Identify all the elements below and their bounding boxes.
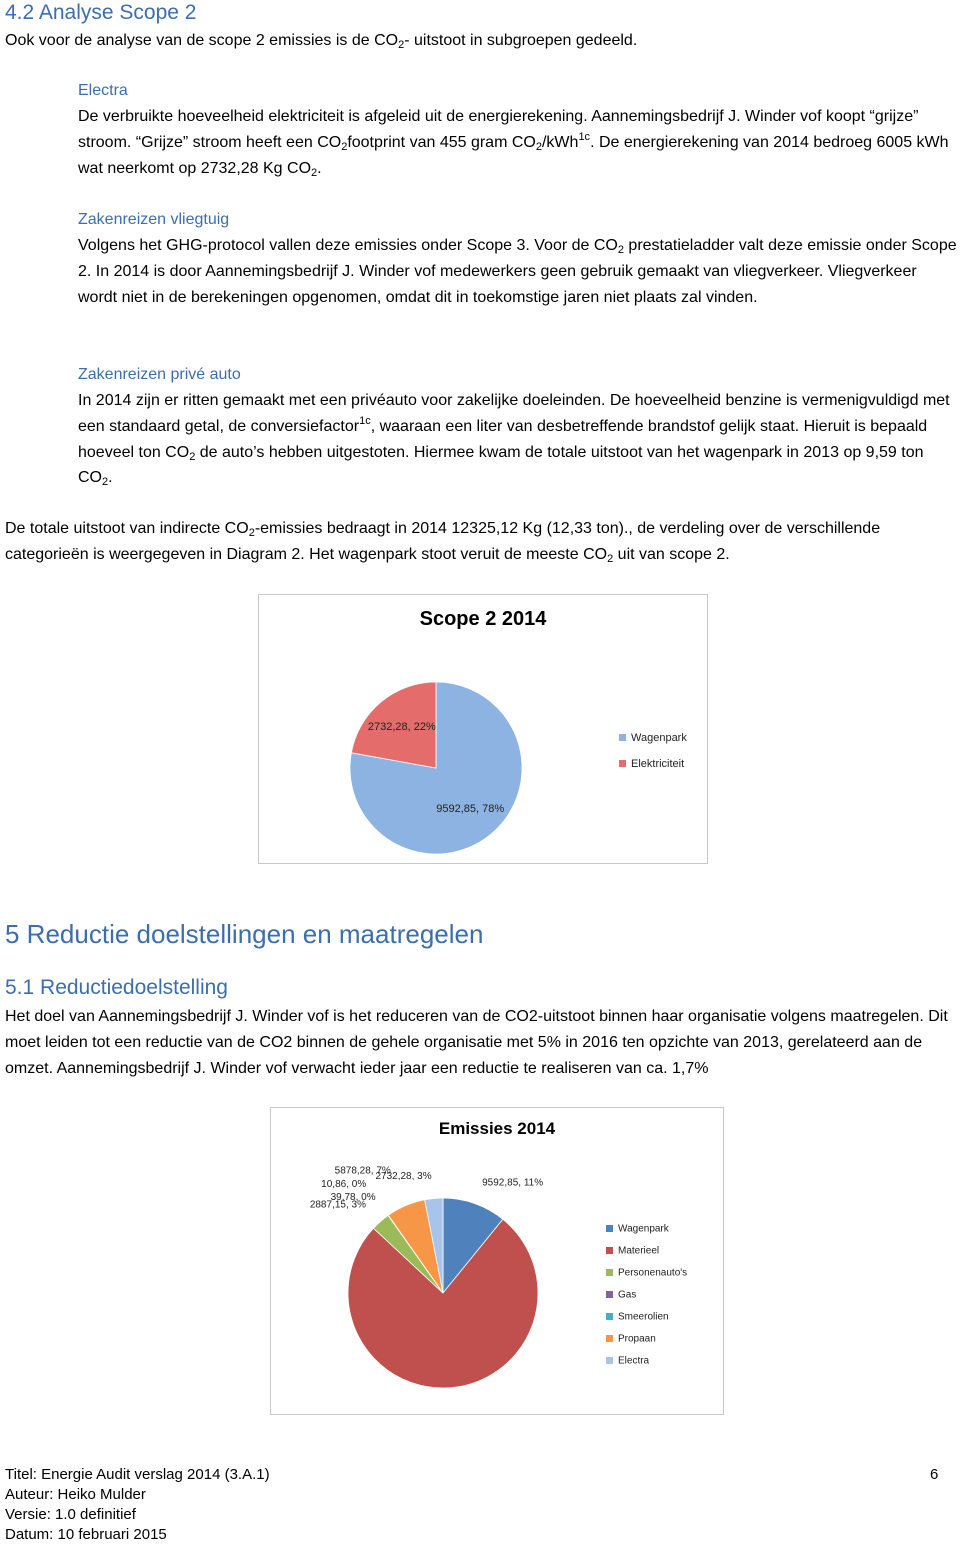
- text-run: de auto’s hebben uitgestoten. Hiermee kw…: [78, 443, 924, 487]
- text-run: uit van scope 2.: [613, 545, 730, 563]
- subscript: 2: [248, 527, 255, 539]
- legend-label: Elektriciteit: [631, 758, 684, 770]
- data-label: 5878,28, 7%: [335, 1165, 391, 1176]
- subscript: 2: [398, 39, 405, 51]
- legend-swatch: [606, 1247, 613, 1254]
- data-label: 9592,85, 11%: [482, 1177, 543, 1188]
- text-run: De totale uitstoot van indirecte CO: [5, 520, 249, 537]
- legend-swatch: [606, 1313, 613, 1320]
- legend-swatch: [606, 1357, 613, 1364]
- superscript: 1c: [359, 414, 371, 427]
- block-title: Zakenreizen vliegtuig: [78, 211, 230, 228]
- legend-label: Wagenpark: [618, 1224, 670, 1235]
- text-run: De verbruikte hoeveelheid elektriciteit …: [78, 108, 919, 151]
- legend-swatch: [619, 734, 626, 741]
- legend-label: Wagenpark: [631, 732, 687, 744]
- text-run: , waaraan een liter van desbetreffende b…: [78, 417, 928, 461]
- legend-swatch: [606, 1225, 613, 1232]
- paragraph: Het doel van Aannemingsbedrijf J. Winder…: [5, 1008, 948, 1077]
- section-heading: 4.2 Analyse Scope 2: [5, 1, 197, 24]
- subscript: 2: [607, 552, 614, 565]
- legend-label: Smeerolien: [618, 1312, 669, 1323]
- intro: Ook voor de analyse van de scope 2 emiss…: [5, 28, 955, 54]
- legend-label: Electra: [618, 1356, 650, 1367]
- pie-slice: [350, 681, 437, 769]
- pie-slice: [349, 681, 523, 855]
- text-run: In 2014 zijn er ritten gemaakt met een p…: [78, 392, 950, 435]
- pie-slice: [424, 1197, 444, 1294]
- chart-title: Emissies 2014: [439, 1119, 556, 1138]
- legend-label: Materieel: [618, 1246, 659, 1257]
- data-label: 39,78, 0%: [331, 1192, 376, 1203]
- data-label: 9592,85, 78%: [436, 803, 504, 815]
- subscript: 2: [311, 166, 318, 179]
- block-title: Zakenreizen privé auto: [78, 366, 241, 383]
- text-run: -emissies bedraagt in 2014 12325,12 Kg (…: [5, 520, 881, 563]
- subscript: 2: [535, 140, 542, 153]
- summary: De totale uitstoot van indirecte CO2-emi…: [5, 516, 955, 568]
- block-body: Volgens het GHG-protocol vallen deze emi…: [78, 233, 958, 310]
- text-run: footprint van 455 gram CO: [347, 133, 536, 151]
- data-label: 2732,28, 3%: [375, 1171, 431, 1182]
- legend-swatch: [606, 1291, 613, 1298]
- text-run: .: [108, 469, 113, 487]
- footer-line: Versie: 1.0 definitief: [5, 1506, 136, 1523]
- text-run: - uitstoot in subgroepen gedeeld.: [404, 32, 638, 49]
- block-body: In 2014 zijn er ritten gemaakt met een p…: [78, 388, 958, 491]
- legend-swatch: [606, 1269, 613, 1276]
- data-label: 2887,15, 3%: [310, 1200, 366, 1211]
- footer-line: Auteur: Heiko Mulder: [5, 1486, 146, 1503]
- footer-line: Titel: Energie Audit verslag 2014 (3.A.1…: [5, 1466, 270, 1483]
- legend-label: Propaan: [618, 1334, 656, 1345]
- text-run: Volgens het GHG-protocol vallen deze emi…: [78, 237, 618, 254]
- block-body: De verbruikte hoeveelheid elektriciteit …: [78, 104, 958, 181]
- legend-swatch: [619, 760, 626, 767]
- block-title: Electra: [78, 82, 128, 99]
- chart-title: Scope 2 2014: [420, 608, 548, 630]
- data-label: 10,86, 0%: [321, 1179, 366, 1190]
- subscript: 2: [341, 140, 348, 153]
- text-run: .: [317, 159, 322, 177]
- pie-chart: Scope 2 2014 9592,85, 78% Wagenpark 2732,28…: [258, 594, 708, 864]
- subscript: 2: [189, 450, 196, 463]
- legend-swatch: [606, 1335, 613, 1342]
- legend-label: Gas: [618, 1290, 636, 1301]
- section-heading: 5.1 Reductiedoelstelling: [5, 976, 228, 999]
- subscript: 2: [617, 244, 624, 256]
- superscript: 1c: [578, 130, 591, 143]
- legend-label: Personenauto's: [618, 1268, 687, 1279]
- subscript: 2: [102, 476, 109, 489]
- text-run: Ook voor de analyse van de scope 2 emiss…: [5, 32, 399, 49]
- text-run: /kWh: [541, 133, 579, 151]
- chapter-heading: 5 Reductie doelstellingen en maatregelen: [5, 919, 484, 949]
- pie-slice: [347, 1218, 539, 1389]
- text-run: prestatieladder valt deze emissie onder …: [78, 237, 957, 306]
- footer: Titel: Energie Audit verslag 2014 (3.A.1…: [5, 1465, 270, 1545]
- data-label: 2732,28, 22%: [368, 721, 436, 733]
- page-number: 6: [930, 1466, 939, 1483]
- footer-line: Datum: 10 februari 2015: [5, 1526, 167, 1543]
- text-run: . De energierekening van 2014 bedroeg 60…: [78, 133, 949, 177]
